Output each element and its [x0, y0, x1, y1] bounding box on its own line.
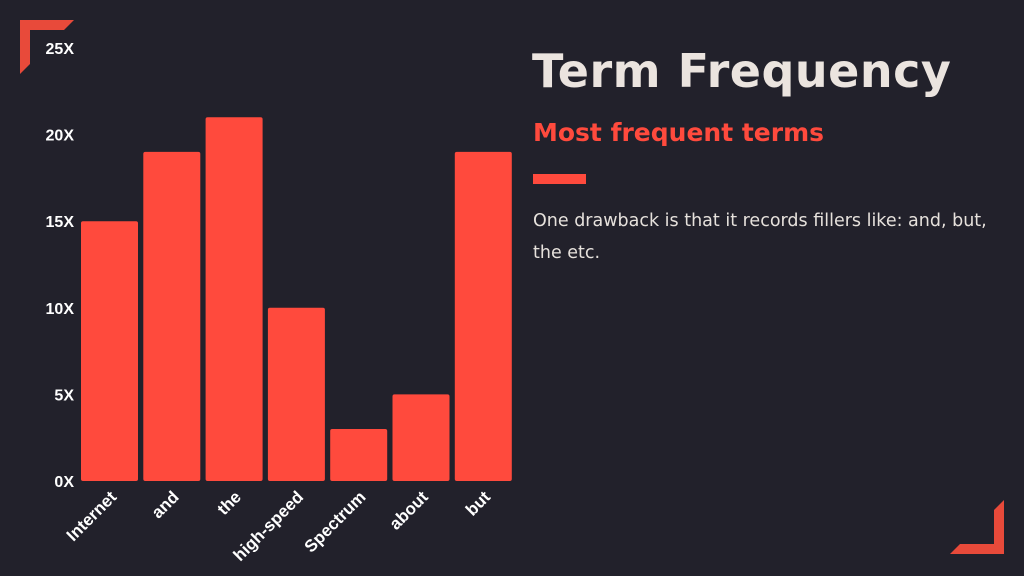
x-category-label: but	[462, 487, 494, 519]
x-category-label: and	[148, 487, 183, 522]
corner-decoration-bottom-right	[950, 500, 1004, 554]
description-text: One drawback is that it records fillers …	[533, 211, 987, 263]
bar-the	[205, 117, 263, 481]
corner-decoration-top-left	[20, 20, 74, 74]
y-tick-label: 25X	[46, 41, 75, 58]
y-tick-label: 20X	[46, 128, 75, 145]
x-category-label: about	[386, 487, 432, 533]
bar-about	[392, 394, 450, 481]
x-category-label: the	[213, 487, 244, 518]
x-category-label: Spectrum	[301, 487, 370, 556]
bar-spectrum	[330, 429, 388, 481]
bar-and	[143, 151, 201, 482]
bar-but	[454, 151, 512, 482]
bar-high-speed	[267, 307, 325, 481]
page-title: Term Frequency	[532, 44, 952, 98]
y-tick-label: 5X	[54, 387, 74, 404]
y-tick-label: 15X	[46, 214, 75, 231]
subtitle: Most frequent terms	[533, 118, 825, 147]
y-tick-label: 0X	[54, 474, 74, 491]
bar-internet	[81, 221, 138, 481]
y-tick-label: 10X	[46, 301, 75, 318]
x-category-label: Internet	[63, 487, 121, 545]
accent-divider	[533, 174, 586, 184]
